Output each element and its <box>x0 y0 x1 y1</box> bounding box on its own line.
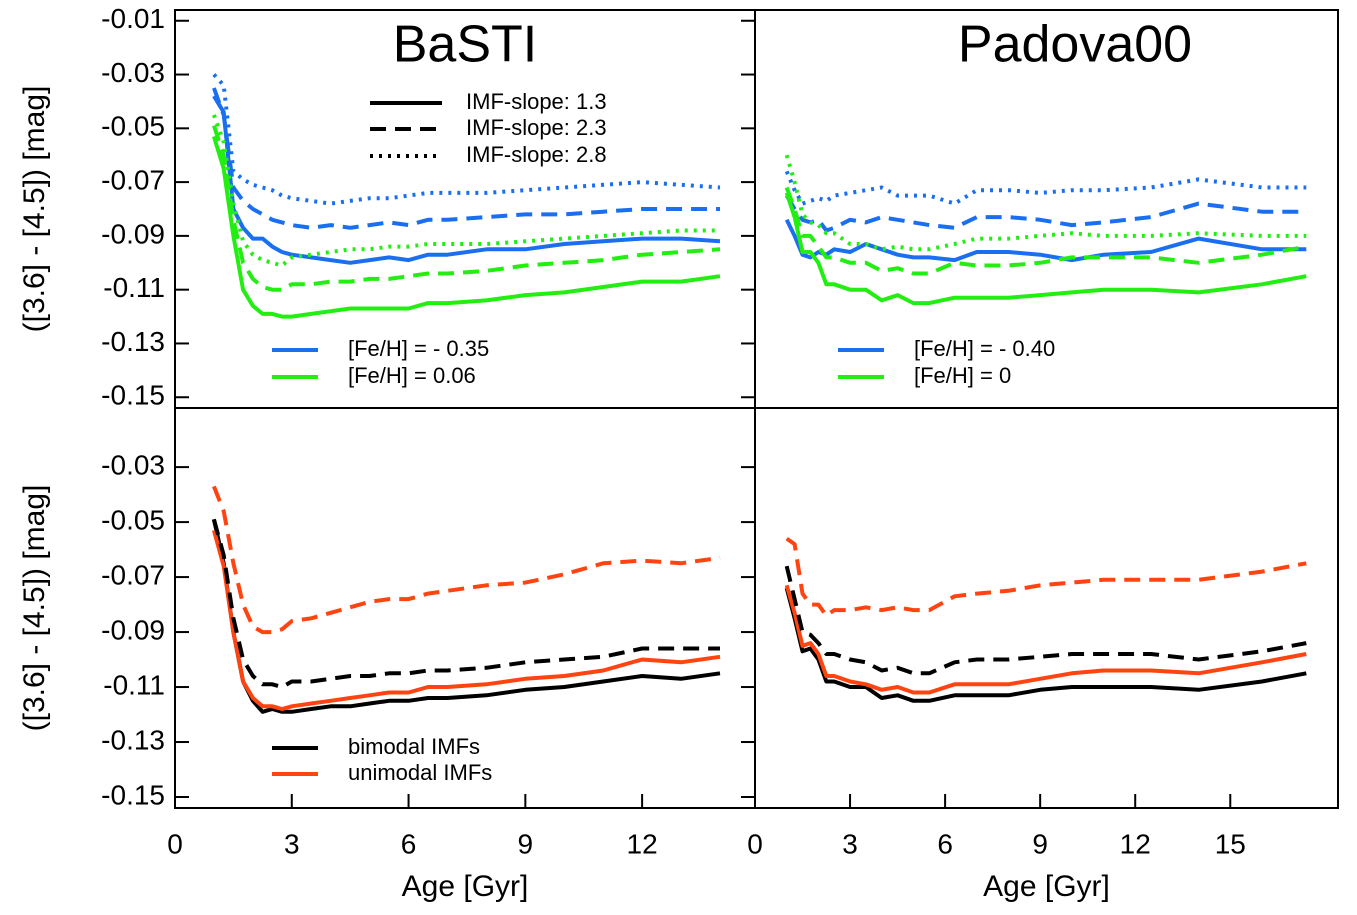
data-line <box>784 587 1307 703</box>
plot-area <box>784 154 1307 306</box>
x-tick-label: 15 <box>1215 828 1246 859</box>
x-tick-label: 6 <box>937 828 953 859</box>
legend-label: IMF-slope: 2.8 <box>466 142 607 167</box>
x-axis-label: Age [Gyr] <box>983 870 1110 903</box>
data-line <box>784 584 1307 695</box>
x-tick-label: 9 <box>1032 828 1048 859</box>
data-line <box>212 73 721 206</box>
legend-label: [Fe/H] = 0 <box>914 363 1011 388</box>
data-line <box>211 518 720 689</box>
y-tick-label: -0.11 <box>103 272 165 303</box>
data-line <box>212 124 721 292</box>
y-tick-label: -0.11 <box>103 669 165 700</box>
panel-title: Padova00 <box>958 16 1192 74</box>
y-tick-label: -0.05 <box>101 504 165 535</box>
y-tick-label: -0.09 <box>101 614 165 645</box>
y-tick-label: -0.01 <box>101 3 165 34</box>
x-tick-label: 6 <box>401 828 417 859</box>
data-line <box>784 154 1307 252</box>
x-tick-label: 0 <box>167 828 183 859</box>
x-tick-label: 9 <box>518 828 534 859</box>
y-axis-label: ([3.6] - [4.5]) [mag] <box>18 86 51 333</box>
legend-label: [Fe/H] = - 0.35 <box>348 336 489 361</box>
y-tick-label: -0.13 <box>101 326 165 357</box>
y-tick-label: -0.07 <box>101 164 165 195</box>
panel-title: BaSTI <box>393 16 538 74</box>
x-tick-label: 3 <box>284 828 300 859</box>
x-tick-label: 3 <box>842 828 858 859</box>
data-line <box>212 114 720 268</box>
data-line <box>785 536 1307 618</box>
data-line <box>212 95 721 265</box>
y-axis-label: ([3.6] - [4.5]) [mag] <box>18 485 51 732</box>
data-line <box>211 135 721 319</box>
data-line <box>784 194 1307 233</box>
legend-label: IMF-slope: 2.3 <box>466 115 607 140</box>
plot-area <box>211 73 721 319</box>
x-tick-label: 0 <box>747 828 763 859</box>
panel-frame <box>754 407 1339 809</box>
data-line <box>784 218 1307 263</box>
data-line <box>211 529 721 711</box>
legend-label: [Fe/H] = 0.06 <box>348 363 476 388</box>
y-tick-label: -0.15 <box>101 380 165 411</box>
plot-area <box>784 536 1307 703</box>
data-line <box>784 192 1307 306</box>
x-axis-label: Age [Gyr] <box>402 870 529 903</box>
y-tick-label: -0.09 <box>101 218 165 249</box>
legend-label: bimodal IMFs <box>348 734 480 759</box>
data-line <box>784 186 1307 276</box>
y-tick-label: -0.03 <box>101 57 165 88</box>
y-tick-label: -0.03 <box>101 449 165 480</box>
data-line <box>212 87 720 230</box>
plot-area <box>211 485 721 714</box>
x-tick-label: 12 <box>1120 828 1151 859</box>
data-line <box>784 565 1307 676</box>
y-tick-label: -0.07 <box>101 559 165 590</box>
y-tick-label: -0.15 <box>101 779 165 810</box>
data-line <box>212 485 721 635</box>
y-tick-label: -0.05 <box>101 111 165 142</box>
legend-label: unimodal IMFs <box>348 760 492 785</box>
legend-label: [Fe/H] = - 0.40 <box>914 336 1055 361</box>
y-tick-label: -0.13 <box>101 724 165 755</box>
data-line <box>784 170 1307 206</box>
x-tick-label: 12 <box>627 828 658 859</box>
legend-label: IMF-slope: 1.3 <box>466 89 607 114</box>
